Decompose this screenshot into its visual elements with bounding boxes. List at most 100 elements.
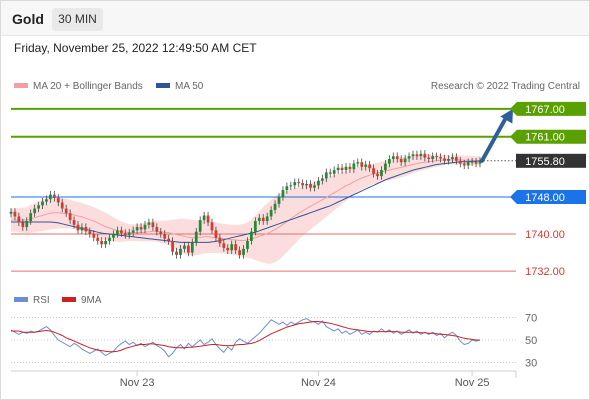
candle-88 [356,158,360,168]
candle-body [395,156,399,159]
candle-113 [454,153,458,165]
candle-body [376,173,379,177]
candle-34 [143,221,147,234]
candle-77 [313,181,316,192]
candle-body [293,182,297,186]
candle-body [439,157,442,159]
candle-104 [419,150,423,160]
candle-8 [41,197,44,209]
candle-73 [297,178,301,187]
candle-5 [29,209,33,225]
candle-38 [159,228,163,238]
candle-58 [238,246,241,259]
candle-40 [167,234,171,245]
candle-21 [92,230,96,242]
candle-body [226,247,230,251]
resistance-label-bg-1767.00 [510,101,586,116]
candles-layer [9,150,482,259]
candle-body [179,248,182,255]
candle-46 [190,238,194,257]
candle-76 [309,180,312,192]
candle-body [372,168,375,174]
candle-29 [123,229,127,239]
candle-body [108,237,111,241]
candle-body [135,227,139,231]
candle-body [356,162,360,164]
candle-116 [466,158,470,170]
ma50-line [11,160,481,243]
candle-body [116,230,119,235]
chart-header: Gold 30 MIN [1,1,589,36]
candle-body [368,164,372,169]
candle-body [462,163,466,166]
candle-87 [352,159,356,173]
rsi-tick-70: 70 [525,313,537,325]
candle-86 [348,163,352,173]
forecast-arrow-shaft [480,113,509,163]
candle-80 [324,168,328,183]
candle-12 [56,194,60,207]
candle-body [171,240,174,252]
candle-78 [317,177,320,190]
candle-44 [183,241,186,253]
candle-90 [364,160,368,171]
candle-body [49,194,52,200]
candle-2 [17,212,21,227]
candle-64 [261,214,265,225]
candle-118 [474,158,478,168]
candle-37 [155,223,159,236]
candle-body [277,196,281,204]
resistance-label-1767.00: 1767.00 [525,104,565,116]
candle-82 [332,166,336,178]
candle-body [167,238,171,241]
candle-27 [116,226,119,238]
candle-body [332,170,336,174]
symbol-title: Gold [12,11,44,27]
candle-42 [175,247,178,259]
candle-107 [431,152,435,163]
candle-body [155,227,159,232]
candle-52 [214,226,218,242]
candle-body [37,205,40,209]
candle-95 [384,159,387,174]
candle-41 [171,237,174,256]
candle-body [194,231,198,243]
candle-body [273,203,277,210]
candle-75 [305,180,308,190]
candle-24 [104,237,107,248]
candle-body [234,244,238,251]
candle-body [246,240,249,249]
candle-17 [76,221,80,235]
candle-45 [186,241,190,257]
timeframe-button[interactable]: 30 MIN [52,8,103,31]
candle-39 [163,230,167,243]
candle-body [317,180,320,186]
candle-71 [289,181,293,190]
candle-body [344,166,348,171]
candle-3 [21,218,25,231]
candle-114 [458,157,462,168]
candle-body [9,211,13,214]
candle-63 [257,214,261,225]
candle-body [242,248,245,255]
candle-117 [470,158,474,166]
candle-26 [112,230,115,242]
candle-body [399,158,403,163]
candle-body [72,220,76,225]
candle-85 [344,163,348,174]
candle-32 [135,223,139,235]
candle-body [17,216,21,223]
candle-body [443,158,446,161]
candle-body [261,217,265,222]
candle-100 [403,154,407,166]
candle-body [403,158,407,163]
rsi-line [10,318,481,358]
candle-body [407,156,411,159]
candle-97 [391,152,395,163]
candle-92 [372,164,375,178]
forecast-arrow-head [500,108,513,124]
candle-body [478,160,482,164]
candle-61 [250,228,253,245]
candle-body [313,185,316,188]
candle-body [175,251,178,255]
